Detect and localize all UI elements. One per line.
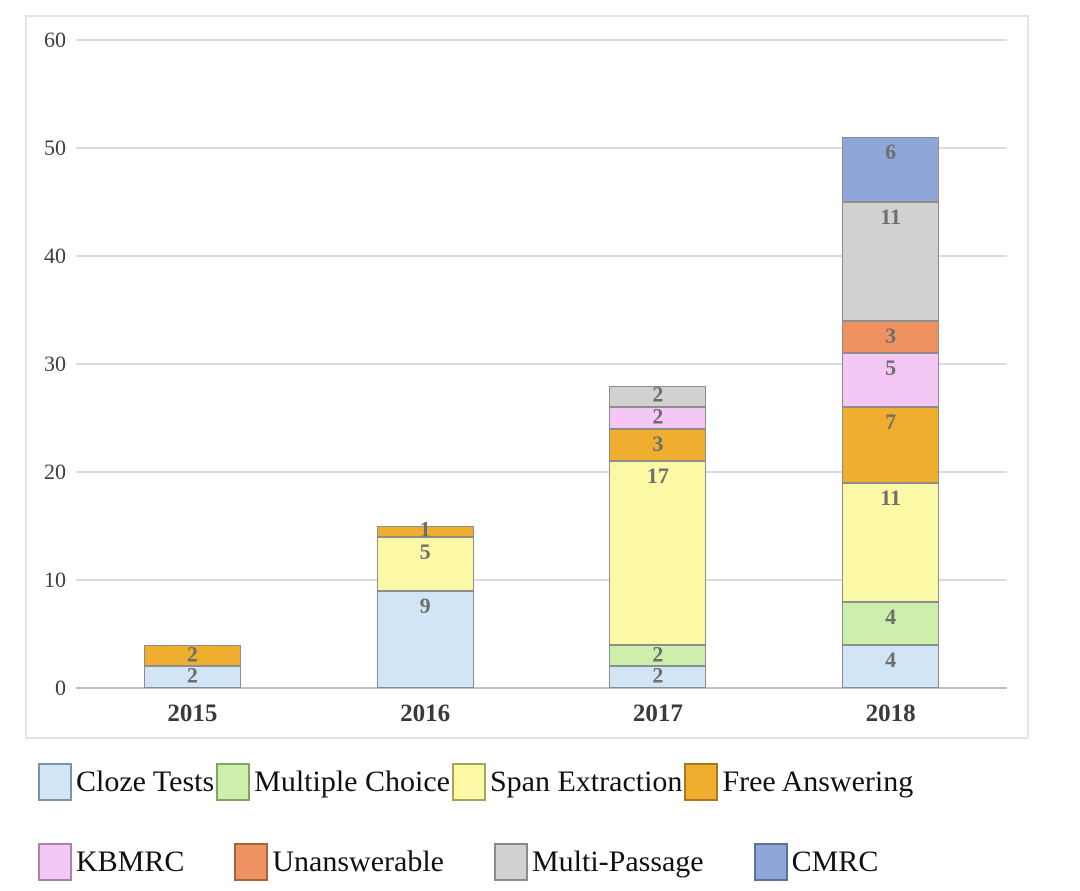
- legend-label: Unanswerable: [272, 845, 444, 878]
- gridline-0: [76, 687, 1007, 689]
- legend-swatch-span-extraction: [451, 763, 486, 801]
- legend-item-cmrc: CMRC: [753, 843, 879, 881]
- bar-value-label: 2: [652, 382, 664, 408]
- bar-segment-2016-cloze-tests: 9: [376, 590, 474, 688]
- bar-segment-2017-multiple-choice: 2: [609, 641, 707, 667]
- legend-swatch-multiple-choice: [216, 763, 251, 801]
- bar-segment-2017-cloze-tests: 2: [609, 662, 707, 688]
- x-axis-label-2017: 2017: [632, 700, 683, 727]
- bar-segment-2017-kbmrc: 2: [609, 403, 707, 429]
- bar-value-label: 2: [186, 662, 198, 688]
- bar-segment-2018-multi-passage: 11: [842, 202, 940, 321]
- gridline-10: [76, 579, 1007, 581]
- bar-value-label: 3: [652, 430, 664, 456]
- bar-segment-2018-free-answering: 7: [842, 407, 940, 483]
- legend-item-span-extraction: Span Extraction: [451, 763, 683, 801]
- legend-item-unanswerable: Unanswerable: [234, 843, 444, 881]
- legend-swatch-unanswerable: [234, 843, 269, 881]
- bar-segment-2018-cmrc: 6: [842, 137, 940, 202]
- bar-segment-2018-kbmrc: 5: [842, 353, 940, 408]
- legend-label: Span Extraction: [489, 765, 683, 798]
- bar-segment-2018-cloze-tests: 4: [842, 644, 940, 688]
- legend-label: Multi-Passage: [531, 845, 704, 878]
- legend-swatch-multi-passage: [493, 843, 528, 881]
- bar-value-label: 2: [186, 641, 198, 667]
- legend-label: KBMRC: [76, 845, 185, 878]
- bar-segment-2016-span-extraction: 5: [376, 536, 474, 591]
- legend-swatch-free-answering: [684, 763, 719, 801]
- legend-item-kbmrc: KBMRC: [38, 843, 184, 881]
- bar-segment-2018-unanswerable: 3: [842, 320, 940, 354]
- bar-value-label: 2: [652, 662, 664, 688]
- legend-label: Cloze Tests: [76, 765, 215, 798]
- bar-segment-2018-span-extraction: 11: [842, 482, 940, 602]
- legend-row-2: KBMRC Unanswerable Multi-Passage CMRC: [38, 843, 878, 881]
- legend-label: CMRC: [791, 845, 879, 878]
- bar-segment-2017-span-extraction: 17: [609, 461, 707, 645]
- bar-value-label: 2: [652, 641, 664, 667]
- x-axis-label-2016: 2016: [400, 700, 451, 727]
- legend-item-multi-passage: Multi-Passage: [493, 843, 704, 881]
- legend-swatch-cloze-tests: [38, 763, 72, 801]
- y-tick-label-50: 50: [44, 135, 66, 160]
- y-tick-label-0: 0: [55, 675, 66, 700]
- x-axis-label-2018: 2018: [865, 700, 916, 727]
- legend-label: Free Answering: [722, 765, 914, 798]
- y-tick-label-60: 60: [44, 27, 66, 52]
- bar-segment-2015-free-answering: 2: [143, 641, 241, 667]
- legend-row-1: Cloze Tests Multiple Choice Span Extractio…: [38, 763, 913, 801]
- gridline-50: [76, 147, 1007, 149]
- gridline-30: [76, 363, 1007, 365]
- bar-value-label: 4: [885, 646, 897, 672]
- bar-value-label: 9: [419, 592, 431, 618]
- gridline-40: [76, 255, 1007, 257]
- y-tick-label-10: 10: [44, 567, 66, 592]
- legend-label: Multiple Choice: [254, 765, 450, 798]
- bar-value-label: 7: [885, 409, 897, 435]
- bar-value-label: 3: [885, 322, 897, 348]
- bar-value-label: 2: [652, 403, 664, 429]
- x-axis-label-2015: 2015: [167, 700, 218, 727]
- bar-value-label: 6: [885, 139, 897, 165]
- legend-swatch-kbmrc: [38, 843, 72, 881]
- y-tick-label-40: 40: [44, 243, 66, 268]
- gridline-20: [76, 471, 1007, 473]
- bar-segment-2017-multi-passage: 2: [609, 382, 707, 408]
- bar-value-label: 11: [880, 484, 901, 510]
- bar-segment-2016-free-answering: 1: [376, 517, 474, 542]
- bar-value-label: 11: [880, 204, 901, 229]
- bar-value-label: 17: [646, 463, 669, 489]
- legend-item-multiple-choice: Multiple Choice: [216, 763, 450, 801]
- legend-swatch-cmrc: [753, 843, 788, 881]
- bar-segment-2018-multiple-choice: 4: [842, 601, 940, 645]
- y-tick-label-30: 30: [44, 351, 66, 376]
- bar-value-label: 5: [419, 538, 431, 564]
- bar-segment-2015-cloze-tests: 2: [143, 662, 241, 688]
- y-tick-label-20: 20: [44, 459, 66, 484]
- legend-item-free-answering: Free Answering: [684, 763, 913, 801]
- legend-item-cloze-tests: Cloze Tests: [38, 763, 214, 801]
- bar-value-label: 4: [885, 603, 897, 629]
- gridline-60: [76, 39, 1007, 41]
- bar-segment-2017-free-answering: 3: [609, 428, 707, 462]
- bar-value-label: 5: [885, 355, 897, 381]
